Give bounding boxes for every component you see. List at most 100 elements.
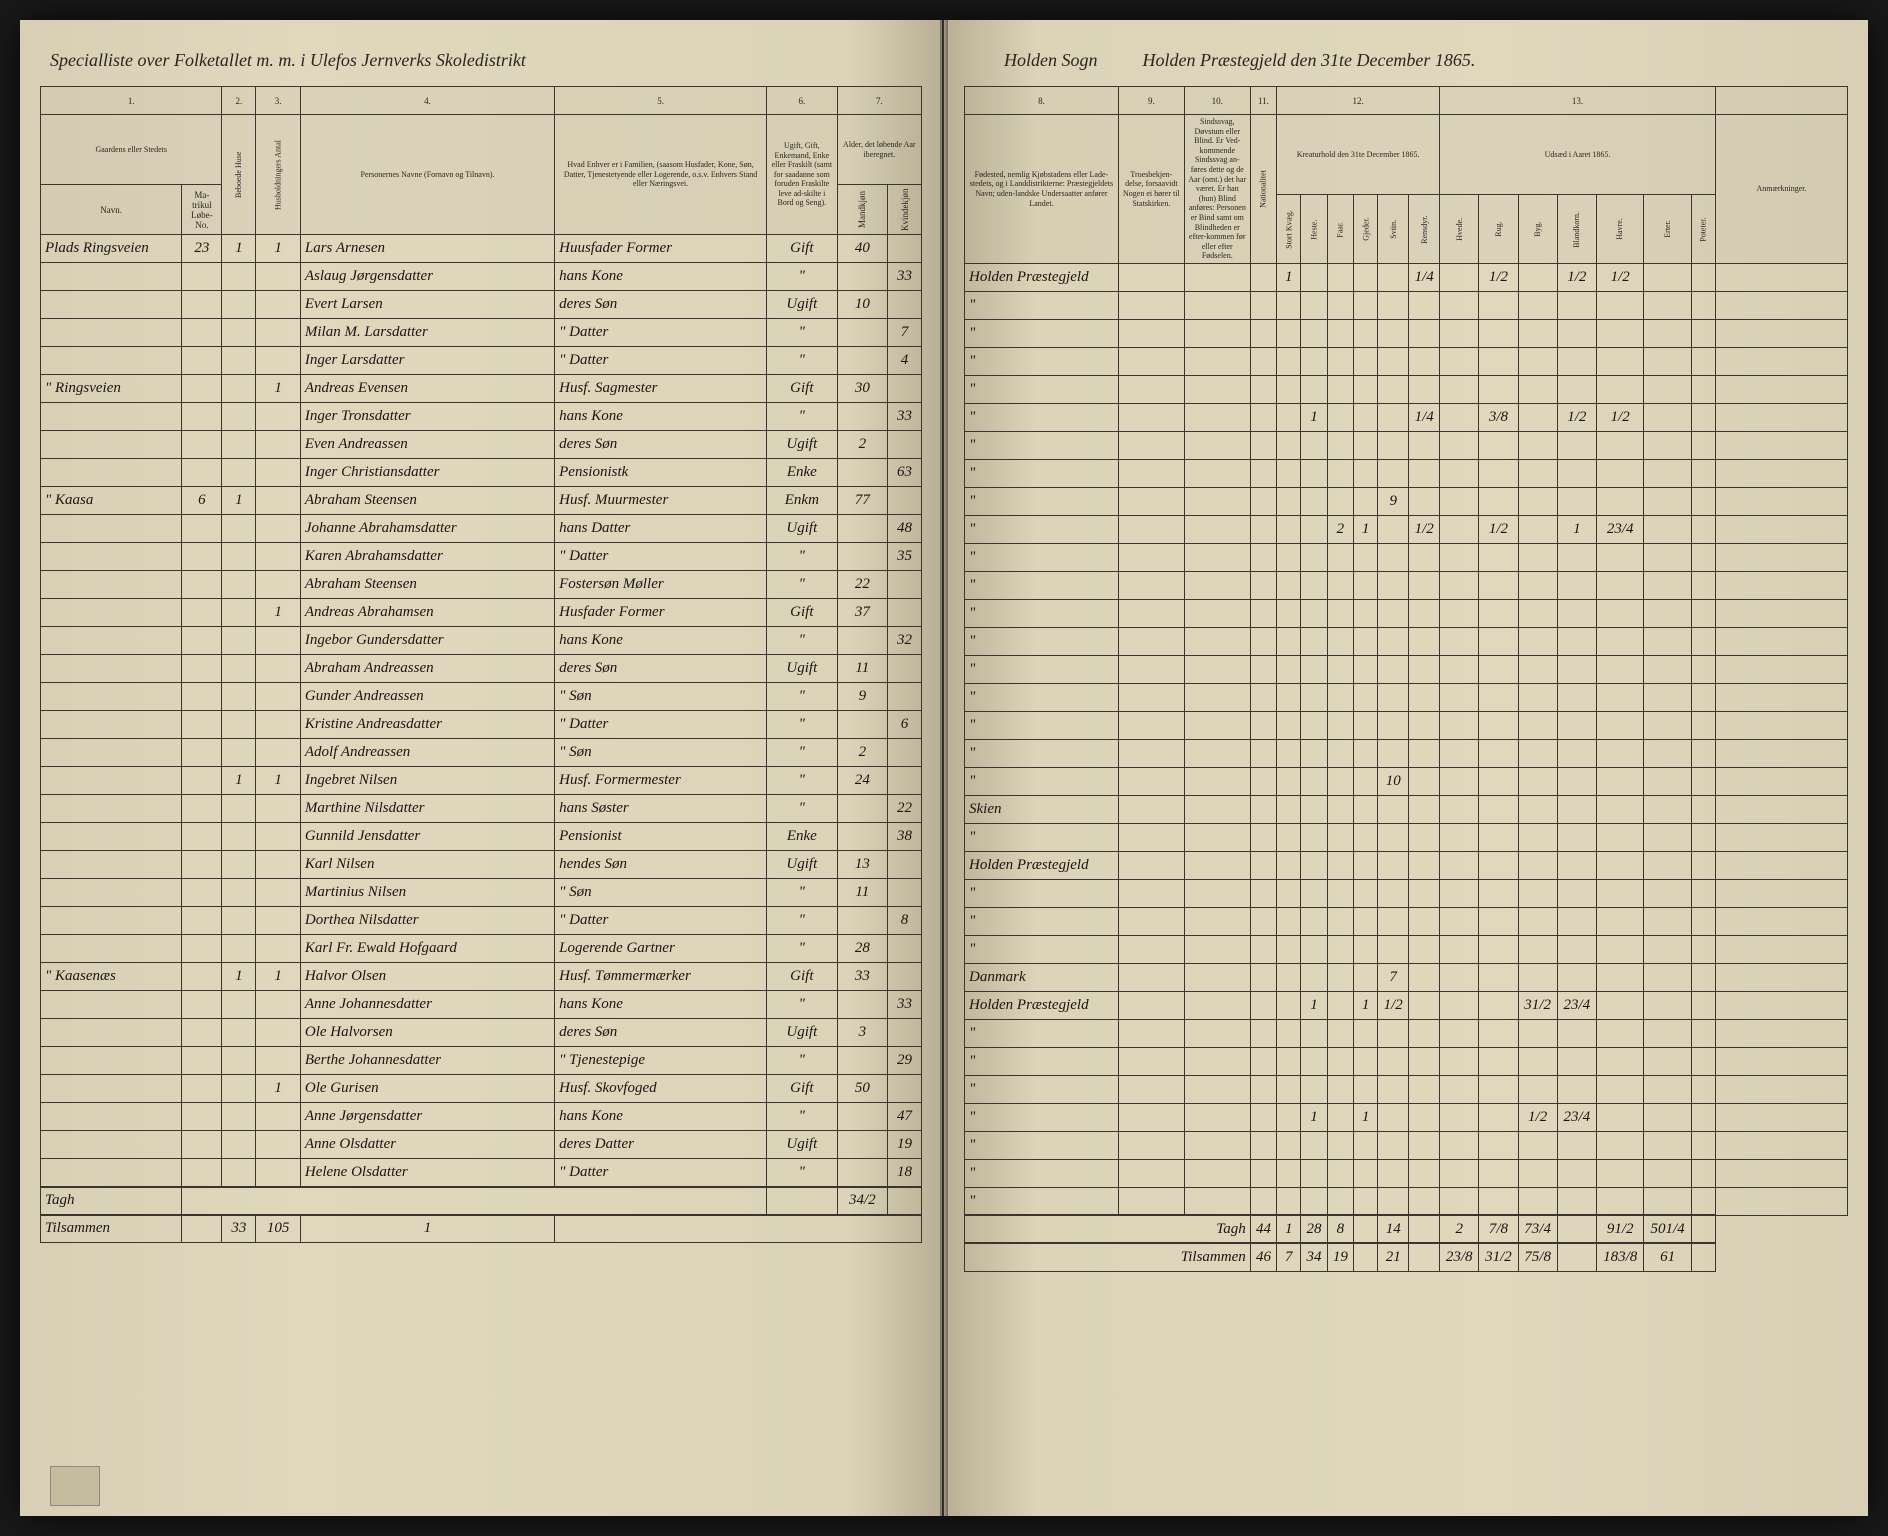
remarks-cell [1715, 907, 1847, 935]
place-cell [41, 571, 182, 599]
count-cell [1440, 1187, 1479, 1215]
age-male-cell: 3 [837, 1019, 887, 1047]
count-cell [1327, 319, 1353, 347]
count-cell [1557, 459, 1596, 487]
place-cell: " Ringsveien [41, 375, 182, 403]
count-cell [1301, 1019, 1327, 1047]
role-cell: " Datter [555, 543, 767, 571]
count-cell: 1 [1354, 991, 1378, 1019]
col-7: 7. [837, 87, 921, 115]
house-cell [222, 347, 256, 375]
count-cell [1409, 1047, 1440, 1075]
age-male-cell: 11 [837, 655, 887, 683]
count-cell [1557, 1159, 1596, 1187]
place-cell [41, 291, 182, 319]
birthplace-cell: " [965, 935, 1119, 963]
count-cell [1301, 683, 1327, 711]
count-cell [1354, 739, 1378, 767]
count-cell [1518, 1187, 1557, 1215]
count-cell [1644, 711, 1691, 739]
status-cell: Ugift [767, 1019, 838, 1047]
household-cell [256, 627, 300, 655]
count-cell [1327, 599, 1353, 627]
role-cell: deres Søn [555, 655, 767, 683]
count-cell [1277, 1131, 1301, 1159]
count-cell [1440, 571, 1479, 599]
table-row: "9 [965, 487, 1848, 515]
count-cell [1691, 263, 1715, 291]
count-cell [1518, 1047, 1557, 1075]
count-cell [1440, 795, 1479, 823]
subcol-header: Byg. [1518, 195, 1557, 264]
count-cell [1691, 459, 1715, 487]
count-cell [1557, 879, 1596, 907]
faith-cell [1118, 907, 1184, 935]
count-cell [1479, 963, 1518, 991]
count-cell [1327, 1131, 1353, 1159]
count-cell [1479, 739, 1518, 767]
count-cell [1691, 851, 1715, 879]
age-male-cell: 37 [837, 599, 887, 627]
name-cell: Adolf Andreassen [300, 739, 554, 767]
faith-cell [1118, 515, 1184, 543]
remarks-cell [1715, 655, 1847, 683]
table-row: Inger ChristiansdatterPensionistkEnke63 [41, 459, 922, 487]
count-cell [1440, 403, 1479, 431]
count-cell [1277, 767, 1301, 795]
name-cell: Ole Halvorsen [300, 1019, 554, 1047]
col-3: 3. [256, 87, 300, 115]
count-cell [1440, 515, 1479, 543]
count-cell [1479, 767, 1518, 795]
count-cell [1378, 655, 1409, 683]
household-cell [256, 1047, 300, 1075]
count-cell [1440, 543, 1479, 571]
count-cell [1277, 375, 1301, 403]
count-cell [1327, 823, 1353, 851]
count-cell: 23/4 [1557, 1103, 1596, 1131]
birthplace-cell: " [965, 1019, 1119, 1047]
faith-cell [1118, 1075, 1184, 1103]
count-cell [1409, 683, 1440, 711]
count-cell [1518, 263, 1557, 291]
count-cell [1644, 907, 1691, 935]
table-row: " [965, 1019, 1848, 1047]
faith-cell [1118, 1187, 1184, 1215]
count-cell [1327, 487, 1353, 515]
remarks-cell [1715, 1019, 1847, 1047]
remarks-cell [1715, 1075, 1847, 1103]
count-cell [1479, 1103, 1518, 1131]
count-cell [1518, 571, 1557, 599]
count-cell [1479, 627, 1518, 655]
count-cell [1354, 879, 1378, 907]
count-cell [1557, 319, 1596, 347]
count-cell [1557, 487, 1596, 515]
count-cell: 1/2 [1557, 403, 1596, 431]
household-cell [256, 263, 300, 291]
count-cell [1691, 1019, 1715, 1047]
name-cell: Ingebor Gundersdatter [300, 627, 554, 655]
house-cell [222, 879, 256, 907]
status-cell: " [767, 1159, 838, 1187]
count-cell: 1/2 [1596, 263, 1643, 291]
count-cell [1378, 1047, 1409, 1075]
count-cell [1479, 655, 1518, 683]
count-cell [1596, 655, 1643, 683]
house-cell [222, 1019, 256, 1047]
count-cell [1518, 1131, 1557, 1159]
count-cell [1277, 991, 1301, 1019]
count-cell [1557, 935, 1596, 963]
count-cell [1354, 319, 1378, 347]
faith-cell [1118, 655, 1184, 683]
table-row: " [965, 599, 1848, 627]
name-cell: Inger Christiansdatter [300, 459, 554, 487]
faith-cell [1118, 291, 1184, 319]
table-row: " [965, 739, 1848, 767]
total-row-left: Tilsammen 33 105 1 [41, 1215, 922, 1243]
count-cell [1354, 543, 1378, 571]
subcol-header: Heste. [1301, 195, 1327, 264]
count-cell [1596, 347, 1643, 375]
count-cell [1409, 879, 1440, 907]
table-row: Martinius Nilsen" Søn"11 [41, 879, 922, 907]
count-cell [1557, 1187, 1596, 1215]
count-cell [1518, 375, 1557, 403]
